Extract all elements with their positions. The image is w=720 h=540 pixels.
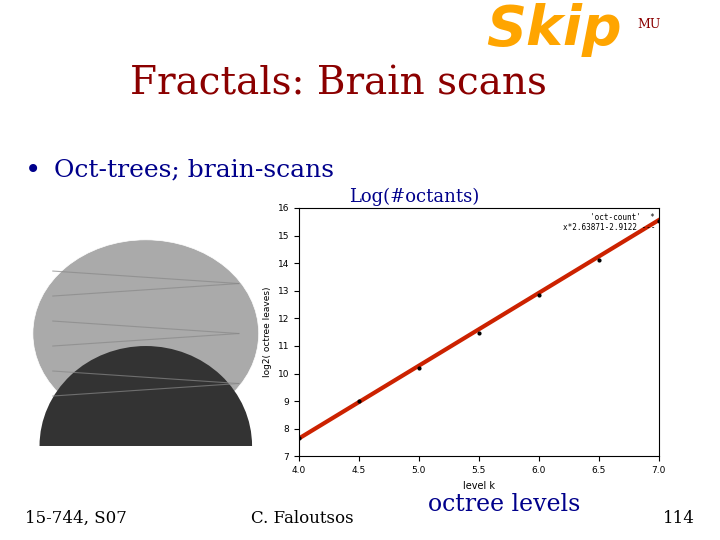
Text: 15-744, S07: 15-744, S07: [25, 510, 127, 527]
Text: •: •: [25, 156, 42, 184]
Text: 114: 114: [663, 510, 695, 527]
Text: C. Faloutsos: C. Faloutsos: [251, 510, 354, 527]
Text: MU: MU: [637, 18, 660, 31]
X-axis label: level k: level k: [463, 481, 495, 490]
Text: Oct-trees; brain-scans: Oct-trees; brain-scans: [54, 159, 334, 181]
Ellipse shape: [33, 240, 258, 427]
Text: 'oct-count'  *
x*2.63871-2.9122 ---: 'oct-count' * x*2.63871-2.9122 ---: [563, 213, 655, 232]
Text: Skip: Skip: [487, 3, 622, 57]
Text: octree levels: octree levels: [428, 494, 580, 516]
Text: Fractals: Brain scans: Fractals: Brain scans: [130, 65, 546, 102]
FancyArrowPatch shape: [480, 329, 516, 334]
Text: Log(#octants): Log(#octants): [349, 188, 479, 206]
Y-axis label: log2( octree leaves): log2( octree leaves): [263, 287, 272, 377]
Text: 2.63 =
fd: 2.63 = fd: [522, 284, 598, 327]
Wedge shape: [40, 346, 252, 446]
